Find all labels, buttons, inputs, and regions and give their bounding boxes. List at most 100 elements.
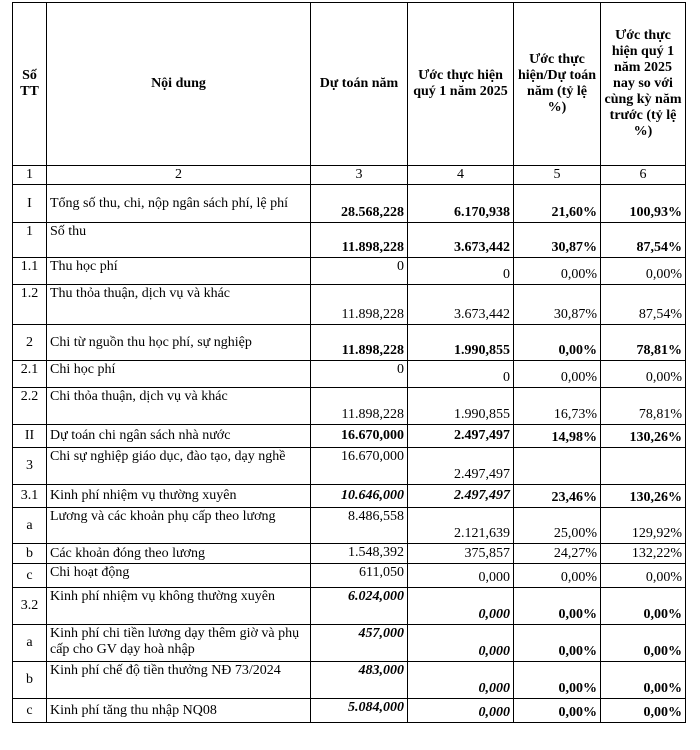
table-row: c Chi hoạt động 611,050 0,000 0,00% 0,00…	[12, 563, 686, 588]
table-row: 1.2 Thu thỏa thuận, dịch vụ và khác 11.8…	[12, 284, 686, 325]
col-number: 2	[46, 165, 311, 185]
header-row: Số TT Nội dung Dự toán năm Ước thực hiện…	[12, 2, 686, 166]
header-q1-estimate: Ước thực hiện quý 1 năm 2025	[407, 2, 514, 166]
row-q1-estimate: 0	[407, 257, 514, 285]
row-q1-estimate: 2.497,497	[407, 447, 514, 485]
row-stt: c	[12, 698, 47, 723]
row-q1-estimate: 2.121,639	[407, 507, 514, 544]
row-stt: 1.2	[12, 284, 47, 325]
row-annual-estimate: 11.898,228	[310, 387, 408, 425]
budget-table: Số TT Nội dung Dự toán năm Ước thực hiện…	[12, 2, 686, 723]
row-ratio-annual	[513, 447, 601, 485]
row-annual-estimate: 10.646,000	[310, 484, 408, 508]
row-stt: 2	[12, 324, 47, 361]
row-ratio-yoy: 0,00%	[600, 661, 686, 699]
row-stt: 2.1	[12, 360, 47, 388]
row-q1-estimate: 1.990,855	[407, 387, 514, 425]
row-annual-estimate: 16.670,000	[310, 447, 408, 485]
row-stt: 1.1	[12, 257, 47, 285]
row-q1-estimate: 0,000	[407, 624, 514, 662]
table-row: I Tổng số thu, chi, nộp ngân sách phí, l…	[12, 184, 686, 223]
row-content: Chi sự nghiệp giáo dục, đào tạo, dạy ngh…	[46, 447, 311, 485]
row-annual-estimate: 611,050	[310, 563, 408, 588]
table-row: 3.2 Kinh phí nhiệm vụ không thường xuyên…	[12, 587, 686, 625]
row-annual-estimate: 16.670,000	[310, 424, 408, 448]
row-q1-estimate: 0,000	[407, 563, 514, 588]
row-ratio-yoy: 132,22%	[600, 543, 686, 564]
row-stt: 1	[12, 222, 47, 258]
row-q1-estimate: 6.170,938	[407, 184, 514, 223]
row-q1-estimate: 0	[407, 360, 514, 388]
row-stt: c	[12, 563, 47, 588]
row-annual-estimate: 8.486,558	[310, 507, 408, 544]
row-ratio-yoy: 87,54%	[600, 222, 686, 258]
row-content: Chi hoạt động	[46, 563, 311, 588]
row-content: Thu thỏa thuận, dịch vụ và khác	[46, 284, 311, 325]
row-ratio-annual: 30,87%	[513, 222, 601, 258]
row-content: Số thu	[46, 222, 311, 258]
row-content: Tổng số thu, chi, nộp ngân sách phí, lệ …	[46, 184, 311, 223]
row-q1-estimate: 2.497,497	[407, 424, 514, 448]
row-q1-estimate: 2.497,497	[407, 484, 514, 508]
row-annual-estimate: 11.898,228	[310, 284, 408, 325]
row-content: Chi học phí	[46, 360, 311, 388]
row-q1-estimate: 3.673,442	[407, 284, 514, 325]
row-annual-estimate: 5.084,000	[310, 698, 408, 723]
row-annual-estimate: 0	[310, 360, 408, 388]
row-ratio-yoy: 129,92%	[600, 507, 686, 544]
table-row: a Lương và các khoản phụ cấp theo lương …	[12, 507, 686, 544]
row-annual-estimate: 483,000	[310, 661, 408, 699]
row-ratio-annual: 0,00%	[513, 257, 601, 285]
row-stt: b	[12, 661, 47, 699]
row-stt: a	[12, 507, 47, 544]
row-annual-estimate: 0	[310, 257, 408, 285]
table-row: 3 Chi sự nghiệp giáo dục, đào tạo, dạy n…	[12, 447, 686, 485]
table-row: 2.2 Chi thỏa thuận, dịch vụ và khác 11.8…	[12, 387, 686, 425]
row-q1-estimate: 0,000	[407, 587, 514, 625]
row-ratio-yoy: 0,00%	[600, 624, 686, 662]
row-ratio-annual: 14,98%	[513, 424, 601, 448]
row-ratio-annual: 0,00%	[513, 563, 601, 588]
row-q1-estimate: 375,857	[407, 543, 514, 564]
col-number: 5	[513, 165, 601, 185]
table-row: a Kinh phí chi tiền lương dạy thêm giờ v…	[12, 624, 686, 662]
table-row: b Kinh phí chế độ tiền thưởng NĐ 73/2024…	[12, 661, 686, 699]
row-content: Kinh phí tăng thu nhập NQ08	[46, 698, 311, 723]
row-ratio-yoy	[600, 447, 686, 485]
table-row: c Kinh phí tăng thu nhập NQ08 5.084,000 …	[12, 698, 686, 723]
row-q1-estimate: 0,000	[407, 661, 514, 699]
row-ratio-yoy: 78,81%	[600, 387, 686, 425]
row-content: Dự toán chi ngân sách nhà nước	[46, 424, 311, 448]
row-ratio-annual: 0,00%	[513, 360, 601, 388]
row-ratio-annual: 24,27%	[513, 543, 601, 564]
header-content: Nội dung	[46, 2, 311, 166]
row-ratio-annual: 0,00%	[513, 698, 601, 723]
row-ratio-yoy: 78,81%	[600, 324, 686, 361]
row-q1-estimate: 0,000	[407, 698, 514, 723]
row-ratio-annual: 25,00%	[513, 507, 601, 544]
row-ratio-annual: 0,00%	[513, 587, 601, 625]
table-row: 2.1 Chi học phí 0 0 0,00% 0,00%	[12, 360, 686, 388]
row-stt: I	[12, 184, 47, 223]
table-row: 2 Chi từ nguồn thu học phí, sự nghiệp 11…	[12, 324, 686, 361]
row-ratio-yoy: 0,00%	[600, 360, 686, 388]
row-annual-estimate: 1.548,392	[310, 543, 408, 564]
row-stt: 3.2	[12, 587, 47, 625]
row-stt: a	[12, 624, 47, 662]
row-stt: 2.2	[12, 387, 47, 425]
row-annual-estimate: 11.898,228	[310, 324, 408, 361]
row-ratio-yoy: 100,93%	[600, 184, 686, 223]
row-ratio-yoy: 87,54%	[600, 284, 686, 325]
row-ratio-yoy: 0,00%	[600, 698, 686, 723]
row-ratio-annual: 0,00%	[513, 661, 601, 699]
row-ratio-annual: 21,60%	[513, 184, 601, 223]
row-stt: b	[12, 543, 47, 564]
row-stt: 3.1	[12, 484, 47, 508]
row-ratio-annual: 23,46%	[513, 484, 601, 508]
row-content: Chi thỏa thuận, dịch vụ và khác	[46, 387, 311, 425]
row-ratio-yoy: 0,00%	[600, 257, 686, 285]
row-annual-estimate: 11.898,228	[310, 222, 408, 258]
row-q1-estimate: 1.990,855	[407, 324, 514, 361]
column-number-row: 1 2 3 4 5 6	[12, 165, 686, 185]
col-number: 6	[600, 165, 686, 185]
